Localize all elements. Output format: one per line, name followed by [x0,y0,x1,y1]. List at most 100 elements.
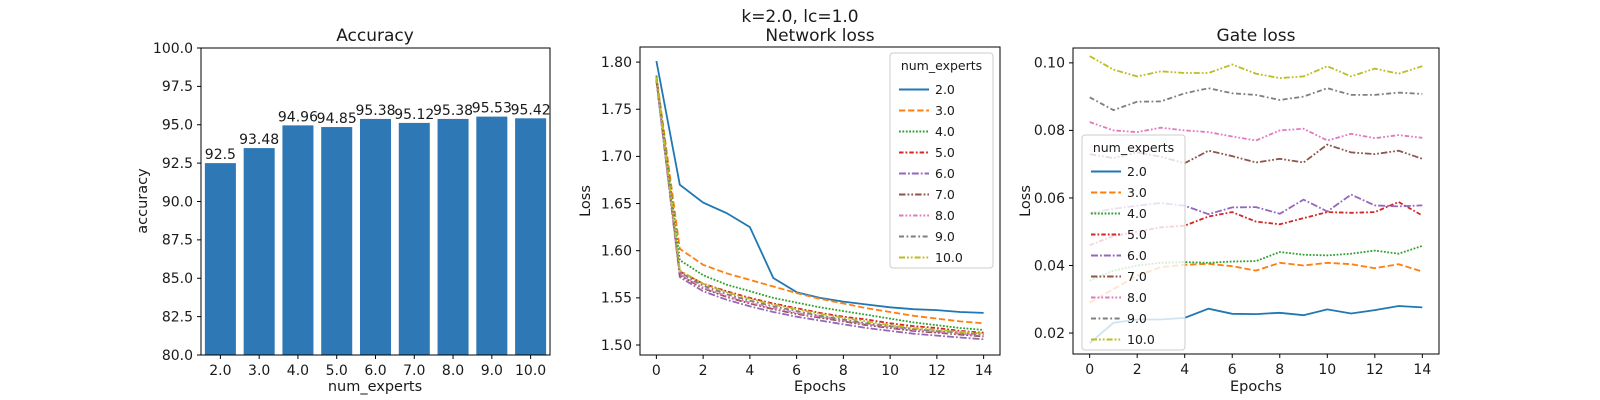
x-tick-label: 5.0 [326,363,348,379]
legend-box [1081,134,1186,351]
x-tick-label: 4 [745,363,754,379]
legend-entry-label: 4.0 [1127,206,1147,221]
bar-value-label: 95.53 [472,101,512,117]
y-tick-label: 0.10 [1034,56,1065,72]
y-tick-label: 82.5 [162,309,193,325]
x-tick-label: 2 [1133,362,1142,378]
y-tick-label: 1.75 [601,102,632,118]
x-tick-label: 7.0 [403,363,425,379]
x-tick-label: 2 [699,363,708,379]
y-tick-label: 1.60 [601,243,632,259]
series-line-9.0 [655,77,984,336]
bar [243,148,275,355]
legend-entry-label: 9.0 [935,229,955,244]
y-tick-label: 0.06 [1034,191,1065,207]
series-line-7.0 [1089,143,1423,165]
bar-value-label: 92.5 [205,147,236,163]
legend-entry-label: 7.0 [935,187,955,202]
x-tick-label: 10 [1318,362,1336,378]
accuracy-x-axis-label: num_experts [328,379,422,395]
bar [282,125,314,355]
series-line-5.0 [1089,200,1423,247]
y-tick-label: 90.0 [162,194,193,210]
legend: num_experts 2.0 3.0 4.0 5.0 6.0 7.0 8.0 9.0 10.0 [889,52,994,269]
legend-entry-label: 10.0 [935,250,963,265]
x-tick-label: 4.0 [287,363,309,379]
axes-frame [1072,47,1440,355]
accuracy-chart: Accuracy accuracy num_experts 80.0 82.5 85… [135,26,551,395]
bar [321,127,353,356]
legend-title: num_experts [1093,140,1174,155]
series-line-4.0 [655,76,984,331]
legend-entry-label: 2.0 [935,82,955,97]
accuracy-plot-area: 80.0 82.5 85.0 87.5 90.0 92.5 95.0 97.5 100.0 2.0… [153,41,551,379]
series-line-9.0 [1089,87,1423,112]
x-tick-label: 4 [1180,362,1189,378]
accuracy-y-axis-label: accuracy [135,168,151,234]
series-line-2.0 [655,60,984,314]
x-tick-label: 8.0 [442,363,464,379]
x-tick-label: 9.0 [481,363,503,379]
bar [437,118,469,356]
x-tick-label: 14 [975,363,993,379]
legend-entry-label: 4.0 [935,124,955,139]
figure-suptitle: k=2.0, lc=1.0 [741,7,858,27]
legend-entry-label: 10.0 [1127,332,1155,347]
y-tick-label: 1.50 [601,338,632,354]
network-loss-chart: Network loss Loss Epochs 1.50 1.55 1.60 1.6… [578,26,1001,395]
bar-value-label: 95.42 [511,102,551,118]
legend-entry-label: 5.0 [1127,227,1147,242]
network-loss-plot-area: 1.50 1.55 1.60 1.65 1.70 1.75 1.80 0 2 4 6 8 10 12 14 n… [601,46,1001,379]
x-tick-label: 6 [1228,362,1237,378]
axes-frame [200,47,551,356]
series-line-3.0 [655,75,984,325]
gate-loss-y-axis-label: Loss [1018,185,1034,217]
y-tick-label: 0.08 [1034,123,1065,139]
series-line-8.0 [655,78,984,337]
series-line-10.0 [655,77,984,335]
x-tick-label: 12 [928,363,946,379]
gate-loss-x-axis-label: Epochs [1230,379,1282,395]
y-tick-label: 0.04 [1034,258,1065,274]
series-line-3.0 [1089,261,1423,304]
bar-value-label: 95.38 [355,103,395,119]
y-tick-label: 1.70 [601,149,632,165]
network-loss-y-axis-label: Loss [578,185,594,217]
y-tick-label: 95.0 [162,118,193,134]
network-loss-x-axis-label: Epochs [794,379,846,395]
legend-entry-label: 7.0 [1127,269,1147,284]
accuracy-chart-title: Accuracy [336,26,414,46]
bar-value-label: 93.48 [239,132,279,148]
y-tick-label: 100.0 [153,41,193,57]
series-line-6.0 [655,80,984,341]
legend-entry-label: 5.0 [935,145,955,160]
bar-value-label: 94.85 [317,111,357,127]
bar-value-label: 95.38 [433,103,473,119]
legend-entry-label: 2.0 [1127,164,1147,179]
bar [359,118,392,356]
bar [204,163,236,355]
legend-entry-label: 8.0 [1127,290,1147,305]
y-tick-label: 87.5 [162,233,193,249]
x-tick-label: 0 [652,363,661,379]
legend-entry-label: 3.0 [935,103,955,118]
y-tick-label: 1.55 [601,291,632,307]
series-line-10.0 [1089,55,1423,80]
x-tick-label: 14 [1413,362,1431,378]
axes-frame [639,46,1001,356]
x-tick-label: 10 [881,363,899,379]
series-line-8.0 [1089,121,1423,142]
x-tick-label: 2.0 [209,363,231,379]
x-tick-label: 6 [792,363,801,379]
bar [476,116,508,355]
legend-box [889,52,994,269]
legend-title: num_experts [901,58,982,73]
legend: num_experts 2.0 3.0 4.0 5.0 6.0 7.0 8.0 9.0 10.0 [1081,134,1186,351]
x-tick-label: 3.0 [248,363,270,379]
network-loss-chart-title: Network loss [765,26,874,46]
legend-entry-label: 8.0 [935,208,955,223]
legend-entry-label: 9.0 [1127,311,1147,326]
y-tick-label: 0.02 [1034,326,1065,342]
